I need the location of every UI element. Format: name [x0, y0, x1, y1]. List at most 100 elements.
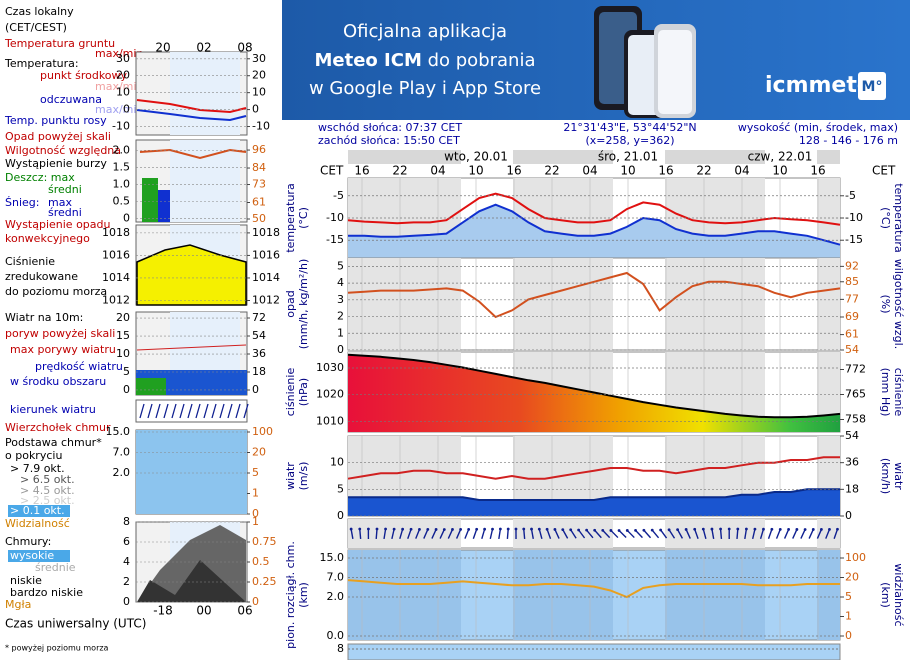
y2-tick-label: 54 — [845, 429, 859, 442]
axis-title: ciśnienie — [892, 368, 905, 417]
series-line — [347, 192, 841, 226]
mini-tick-label: 30 — [252, 52, 266, 65]
wind-arrow — [719, 528, 723, 540]
mini-tick-label: 5 — [252, 466, 259, 479]
wind-arrow — [464, 529, 470, 539]
wind-arrow-head — [836, 527, 839, 531]
wind-arrow — [660, 529, 668, 539]
axis-title: (mm/h, kg/m²/h) — [297, 259, 310, 350]
date-label: czw, 22.01 — [748, 150, 813, 164]
wind-arrow — [455, 529, 462, 539]
series-line — [347, 579, 840, 599]
wind-arrow — [626, 529, 635, 539]
y-tick-label: 7.0 — [327, 571, 345, 584]
axis-title: widzialność — [892, 563, 905, 626]
y2-tick-label: 69 — [845, 310, 859, 323]
y-tick-label: 4 — [337, 276, 344, 289]
wind-arrow-head — [719, 527, 722, 531]
mini-pressure — [136, 244, 247, 306]
wind-arrow — [635, 529, 643, 539]
mini-arrow — [179, 403, 185, 419]
mini-tick-label: 15 — [116, 329, 130, 342]
wind-arrow-head — [736, 527, 740, 531]
legend-item: > 2.5 okt. — [20, 494, 75, 507]
mini-tick-label: 7.0 — [113, 446, 131, 459]
mini-clouds-low — [137, 560, 246, 602]
night-shade — [348, 550, 461, 640]
y2-tick-label: 100 — [845, 551, 866, 564]
y2-tick-label: 758 — [845, 413, 866, 426]
wind-arrow — [489, 528, 494, 540]
mini-tick-label: 20 — [252, 446, 266, 459]
y-tick-label: 5 — [337, 482, 344, 495]
wind-arrow-head — [426, 528, 430, 531]
mini-tick-label: 0 — [123, 383, 130, 396]
wind-arrow-head — [384, 527, 387, 531]
wind-arrow — [562, 529, 569, 539]
y-tick-label: 2.0 — [327, 590, 345, 603]
wind-arrow-head — [442, 528, 446, 531]
legend-item: Temperatura gruntu — [4, 37, 115, 50]
legend-item: zredukowane — [5, 270, 78, 283]
hour-label: 22 — [392, 164, 407, 178]
utc-axis-label: Czas uniwersalny (UTC) — [5, 617, 146, 631]
mini-temp — [136, 99, 247, 114]
mini-day — [170, 52, 240, 135]
wind-arrow — [439, 529, 445, 539]
wind-arrow-head — [569, 528, 573, 532]
hour-label: 04 — [582, 164, 597, 178]
legend-item: Widzialność — [5, 517, 70, 530]
wind-arrow — [800, 529, 806, 539]
y-tick-label: -10 — [326, 211, 344, 224]
wind-arrow-head — [727, 527, 731, 531]
wind-arrow-head — [561, 528, 565, 532]
mini-tick-label: 2.0 — [113, 143, 131, 156]
night-shade — [817, 550, 840, 640]
wind-arrow-head — [710, 527, 714, 531]
wind-arrow — [481, 529, 486, 539]
mini-tick-label: 10 — [116, 86, 130, 99]
y-tick-label: 1010 — [316, 414, 344, 427]
mini-hour: -18 — [153, 604, 173, 618]
mini-arrow — [195, 403, 201, 419]
footnote: * powyżej poziomu morza — [5, 644, 109, 653]
wind-arrow-head — [601, 528, 605, 532]
wind-arrow-head — [358, 527, 362, 531]
legend-item: (CET/CEST) — [5, 21, 67, 34]
mini-hour: 08 — [237, 41, 252, 55]
wind-arrow-head — [585, 528, 589, 532]
app-banner[interactable]: Oficjalna aplikacja Meteo ICM do pobrani… — [282, 0, 910, 120]
wind-arrow-head — [650, 528, 654, 532]
hour-label: 22 — [544, 164, 559, 178]
mini-tick-label: 0 — [252, 103, 259, 116]
legend-column: Czas uniwersalny (UTC) * powyżej poziomu… — [4, 5, 280, 653]
mini-tick-label: 2.0 — [113, 466, 131, 479]
wind-arrow — [767, 529, 773, 539]
legend-item: Temperatura: — [4, 57, 79, 70]
mini-tick-label: 0 — [123, 103, 130, 116]
mini-tick-label: 0 — [252, 595, 259, 608]
legend-highlight — [8, 505, 70, 517]
wind-arrow — [744, 528, 748, 540]
mini-tick-label: -10 — [252, 120, 270, 133]
hour-label: 04 — [734, 164, 749, 178]
legend-item: Deszcz: max — [5, 171, 75, 184]
wind-arrow — [783, 529, 790, 539]
y-tick-label: 2 — [337, 310, 344, 323]
night-shade — [817, 258, 840, 350]
y-tick-label: -5 — [333, 189, 344, 202]
legend-item: max — [48, 196, 72, 209]
mini-cloud-bg — [136, 430, 247, 514]
legend-item: średni — [48, 206, 82, 219]
mini-tick-label: 1016 — [102, 248, 130, 261]
wind-arrow-head — [467, 527, 471, 531]
mini-tick-label: 96 — [252, 143, 266, 156]
axis-title: (%) — [879, 294, 892, 313]
wind-arrow — [523, 528, 526, 540]
logo-badge-bg — [858, 72, 886, 100]
tz-right: CET — [872, 164, 896, 178]
mini-tick-label: 0.75 — [252, 535, 277, 548]
hour-label: 10 — [772, 164, 787, 178]
y-tick-label: 0 — [337, 509, 344, 522]
